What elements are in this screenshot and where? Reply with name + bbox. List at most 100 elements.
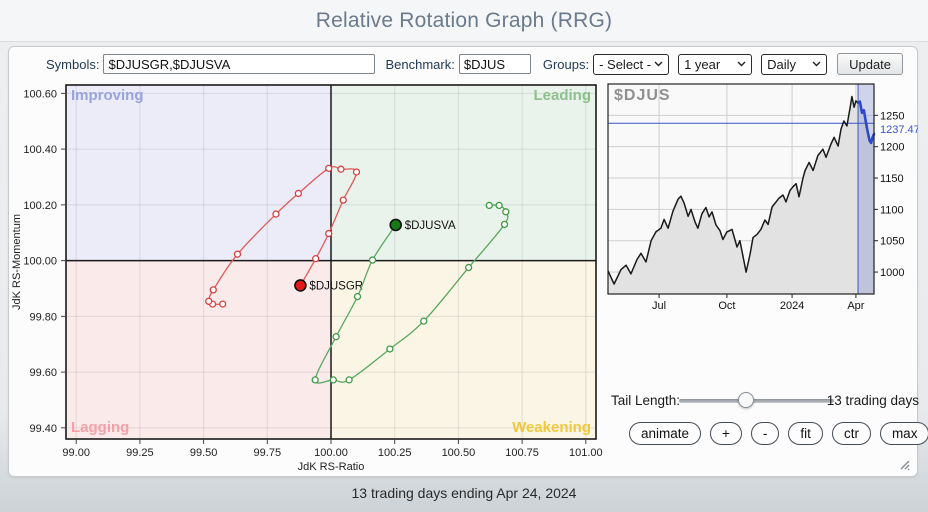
- groups-select-value: - Select -: [599, 56, 652, 72]
- tail-point: [339, 196, 347, 204]
- y-axis-title: JdK RS-Momentum: [11, 214, 23, 310]
- tail-point: [500, 220, 509, 229]
- symbols-input[interactable]: [103, 54, 376, 74]
- price-tick-label: 1000: [880, 267, 904, 279]
- tail-length-value: 13 trading days: [826, 393, 919, 408]
- tail-point: [495, 201, 503, 210]
- tail-point: [233, 250, 242, 258]
- chart-action-buttons: animate + - fit ctr max: [629, 422, 928, 445]
- tail-head-$DJUSGR[interactable]: [294, 279, 307, 292]
- x-tick-label: 99.75: [254, 447, 282, 459]
- tail-point: [464, 263, 473, 272]
- y-tick-label: 100.00: [23, 256, 57, 268]
- tail-point: [337, 165, 345, 173]
- benchmark-price-chart: 1000 1050 1100 1150 1200 1250 1237.47 Jul Oct 202…: [607, 83, 918, 311]
- price-tick-label: 1200: [880, 142, 904, 154]
- tail-point: [209, 286, 217, 294]
- last-price-label: 1237.47: [880, 124, 918, 136]
- x-tick-label: 100.00: [314, 447, 348, 459]
- benchmark-input[interactable]: [458, 54, 531, 74]
- price-tick-label: 1100: [880, 204, 904, 216]
- price-line: [607, 95, 859, 285]
- quadrant-label-weakening: Weakening: [512, 419, 591, 436]
- price-tick-label: 1050: [880, 236, 904, 248]
- quadrant-lagging: [66, 260, 331, 439]
- tail-point: [325, 229, 333, 238]
- toolbar: Symbols: Benchmark: Groups: - Select - 1…: [9, 52, 917, 76]
- update-button[interactable]: Update: [837, 53, 904, 75]
- symbol-label: $DJUSVA: [405, 220, 456, 232]
- tail-point: [272, 210, 280, 218]
- tail-length-label: Tail Length:: [611, 393, 681, 408]
- benchmark-symbol-label: $DJUS: [614, 87, 671, 104]
- period-select[interactable]: 1 year: [678, 53, 753, 75]
- tail-point: [345, 376, 353, 384]
- tail-head-$DJUSVA[interactable]: [389, 218, 403, 232]
- benchmark-label: Benchmark:: [385, 56, 455, 72]
- tail-length-slider-track[interactable]: [679, 392, 834, 408]
- zoom-out-button[interactable]: -: [750, 422, 780, 445]
- y-tick-label: 100.40: [23, 144, 57, 156]
- x-tick-label: 100.25: [378, 447, 412, 459]
- period-select-value: 1 year: [684, 56, 721, 72]
- tail-point: [329, 376, 337, 384]
- resize-handle-icon[interactable]: [897, 457, 911, 471]
- price-tick-label: 1150: [880, 173, 904, 185]
- fit-button[interactable]: fit: [788, 422, 823, 445]
- chevron-down-icon: [812, 61, 821, 67]
- tail-length-slider-handle[interactable]: [738, 392, 754, 408]
- x-tick-label: 100.75: [505, 447, 539, 459]
- page-title: Relative Rotation Graph (RRG): [315, 9, 613, 32]
- x-tick-label: 100.50: [442, 447, 476, 459]
- tail-point: [353, 292, 362, 301]
- y-tick-label: 100.60: [23, 88, 57, 100]
- tail-period-price-line: [856, 100, 876, 145]
- rrg-panel: Symbols: Benchmark: Groups: - Select - 1…: [8, 46, 928, 477]
- tail-point: [386, 345, 394, 353]
- price-tick-label: 1250: [880, 110, 904, 122]
- symbols-label: Symbols:: [46, 56, 100, 72]
- tail-period-band: [858, 84, 874, 294]
- quadrant-improving: [66, 85, 331, 261]
- symbol-label: $DJUSGR: [309, 280, 363, 292]
- month-tick-label: 2024: [780, 300, 804, 311]
- footer-caption: 13 trading days ending Apr 24, 2024: [351, 485, 577, 501]
- x-tick-label: 99.25: [126, 447, 154, 459]
- center-button[interactable]: ctr: [831, 422, 871, 445]
- y-tick-label: 99.60: [29, 367, 57, 379]
- quadrant-label-improving: Improving: [71, 87, 144, 104]
- tail-point: [311, 376, 319, 384]
- zoom-in-button[interactable]: +: [710, 422, 742, 445]
- price-area: [608, 96, 874, 294]
- quadrant-label-leading: Leading: [533, 87, 591, 104]
- page-header: Relative Rotation Graph (RRG): [0, 0, 928, 42]
- tail-point: [325, 164, 333, 172]
- tail-point: [294, 189, 303, 198]
- quadrant-label-lagging: Lagging: [71, 419, 129, 436]
- x-tick-label: 99.00: [62, 447, 90, 459]
- maximize-button[interactable]: max: [879, 422, 928, 445]
- y-tick-label: 99.80: [29, 311, 57, 323]
- x-tick-label: 101.00: [569, 447, 603, 459]
- tail-point: [219, 300, 227, 308]
- tail-point: [205, 297, 213, 305]
- tail-point: [368, 256, 377, 264]
- groups-select[interactable]: - Select -: [593, 53, 670, 75]
- x-tick-label: 99.50: [190, 447, 218, 459]
- y-tick-label: 99.40: [29, 423, 57, 435]
- rrg-chart[interactable]: Improving Leading Lagging Weakening 99.00 99.…: [9, 73, 609, 475]
- quadrant-leading: [331, 85, 596, 261]
- tail-length-control: Tail Length: 13 trading days: [611, 391, 919, 411]
- animate-button[interactable]: animate: [629, 422, 702, 445]
- chevron-down-icon: [737, 61, 746, 67]
- tail-point: [332, 333, 340, 341]
- chevron-down-icon: [654, 61, 663, 67]
- month-tick-label: Apr: [847, 300, 864, 311]
- frequency-select[interactable]: Daily: [761, 53, 828, 75]
- month-tick-label: Jul: [652, 300, 666, 311]
- groups-label: Groups:: [542, 56, 590, 72]
- tail-point: [312, 255, 320, 263]
- tail-point: [420, 317, 428, 325]
- month-tick-label: Oct: [718, 300, 735, 311]
- quadrant-weakening: [331, 260, 596, 439]
